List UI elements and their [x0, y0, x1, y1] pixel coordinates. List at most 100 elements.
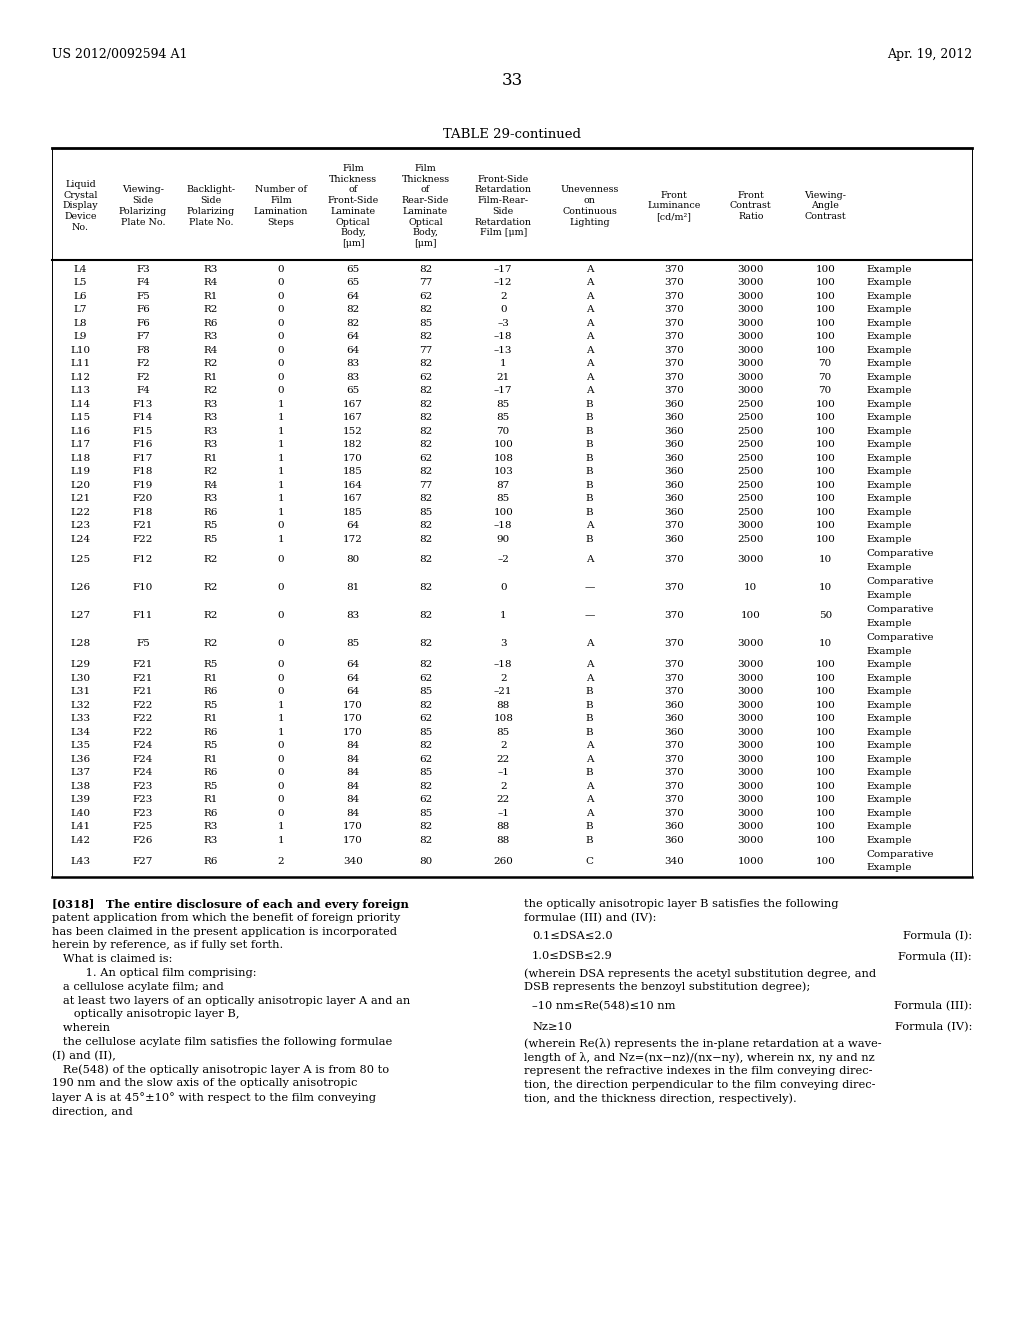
Text: 0: 0: [278, 639, 285, 648]
Text: 0: 0: [278, 583, 285, 593]
Text: R3: R3: [204, 494, 218, 503]
Text: 82: 82: [419, 305, 432, 314]
Text: formulae (III) and (IV):: formulae (III) and (IV):: [524, 913, 656, 923]
Text: B: B: [586, 441, 594, 449]
Text: –13: –13: [494, 346, 512, 355]
Text: 100: 100: [815, 755, 836, 764]
Text: 82: 82: [419, 556, 432, 565]
Text: 370: 370: [665, 265, 684, 273]
Text: F24: F24: [133, 742, 154, 750]
Text: F25: F25: [133, 822, 154, 832]
Text: 3000: 3000: [737, 714, 764, 723]
Text: Example: Example: [866, 279, 912, 288]
Text: R5: R5: [204, 521, 218, 531]
Text: 100: 100: [815, 292, 836, 301]
Text: Comparative: Comparative: [866, 605, 934, 614]
Text: 0: 0: [278, 292, 285, 301]
Text: 1: 1: [278, 822, 285, 832]
Text: 370: 370: [665, 333, 684, 342]
Text: 2500: 2500: [737, 494, 764, 503]
Text: 0: 0: [278, 673, 285, 682]
Text: Example: Example: [866, 863, 912, 873]
Text: 84: 84: [346, 781, 359, 791]
Text: 82: 82: [419, 333, 432, 342]
Text: L26: L26: [71, 583, 90, 593]
Text: A: A: [586, 673, 594, 682]
Text: 100: 100: [815, 305, 836, 314]
Text: 370: 370: [665, 795, 684, 804]
Text: Example: Example: [866, 346, 912, 355]
Text: 0: 0: [278, 279, 285, 288]
Text: 108: 108: [494, 714, 513, 723]
Text: 185: 185: [343, 508, 364, 516]
Text: 182: 182: [343, 441, 364, 449]
Text: 100: 100: [815, 660, 836, 669]
Text: 1: 1: [278, 441, 285, 449]
Text: 62: 62: [419, 292, 432, 301]
Text: 85: 85: [419, 727, 432, 737]
Text: 170: 170: [343, 836, 364, 845]
Text: 360: 360: [665, 836, 684, 845]
Text: 0: 0: [278, 318, 285, 327]
Text: 82: 82: [419, 441, 432, 449]
Text: 3000: 3000: [737, 781, 764, 791]
Text: 100: 100: [815, 822, 836, 832]
Text: 0: 0: [278, 359, 285, 368]
Text: 360: 360: [665, 701, 684, 710]
Text: 82: 82: [346, 305, 359, 314]
Text: 3000: 3000: [737, 318, 764, 327]
Text: 1: 1: [278, 454, 285, 463]
Text: 88: 88: [497, 701, 510, 710]
Text: —: —: [585, 611, 595, 620]
Text: Example: Example: [866, 467, 912, 477]
Text: 370: 370: [665, 305, 684, 314]
Text: layer A is at 45°±10° with respect to the film conveying: layer A is at 45°±10° with respect to th…: [52, 1092, 376, 1104]
Text: R3: R3: [204, 333, 218, 342]
Text: R3: R3: [204, 836, 218, 845]
Text: 82: 82: [346, 318, 359, 327]
Text: 360: 360: [665, 822, 684, 832]
Text: R5: R5: [204, 781, 218, 791]
Text: 100: 100: [815, 279, 836, 288]
Text: Example: Example: [866, 562, 912, 572]
Text: 0: 0: [278, 795, 285, 804]
Text: 370: 370: [665, 318, 684, 327]
Text: F12: F12: [133, 556, 154, 565]
Text: L23: L23: [71, 521, 90, 531]
Text: F22: F22: [133, 727, 154, 737]
Text: 64: 64: [346, 521, 359, 531]
Text: 77: 77: [419, 480, 432, 490]
Text: F6: F6: [136, 305, 150, 314]
Text: 2: 2: [500, 742, 507, 750]
Text: A: A: [586, 639, 594, 648]
Text: 1: 1: [278, 535, 285, 544]
Text: 82: 82: [419, 400, 432, 409]
Text: DSB represents the benzoyl substitution degree);: DSB represents the benzoyl substitution …: [524, 982, 810, 993]
Text: patent application from which the benefit of foreign priority: patent application from which the benefi…: [52, 913, 400, 923]
Text: 3000: 3000: [737, 521, 764, 531]
Text: 3000: 3000: [737, 387, 764, 395]
Text: F10: F10: [133, 583, 154, 593]
Text: 1. An optical film comprising:: 1. An optical film comprising:: [52, 968, 256, 978]
Text: 64: 64: [346, 346, 359, 355]
Text: F24: F24: [133, 768, 154, 777]
Text: 1: 1: [278, 467, 285, 477]
Text: What is claimed is:: What is claimed is:: [52, 954, 172, 964]
Text: F19: F19: [133, 480, 154, 490]
Text: 85: 85: [497, 727, 510, 737]
Text: 83: 83: [346, 372, 359, 381]
Text: R5: R5: [204, 701, 218, 710]
Text: F4: F4: [136, 279, 150, 288]
Text: 190 nm and the slow axis of the optically anisotropic: 190 nm and the slow axis of the opticall…: [52, 1078, 357, 1089]
Text: F21: F21: [133, 521, 154, 531]
Text: F2: F2: [136, 372, 150, 381]
Text: direction, and: direction, and: [52, 1106, 133, 1115]
Text: 80: 80: [346, 556, 359, 565]
Text: Formula (IV):: Formula (IV):: [895, 1022, 972, 1032]
Text: 360: 360: [665, 508, 684, 516]
Text: 170: 170: [343, 727, 364, 737]
Text: 88: 88: [497, 836, 510, 845]
Text: L21: L21: [71, 494, 90, 503]
Text: 64: 64: [346, 688, 359, 696]
Text: 82: 82: [419, 535, 432, 544]
